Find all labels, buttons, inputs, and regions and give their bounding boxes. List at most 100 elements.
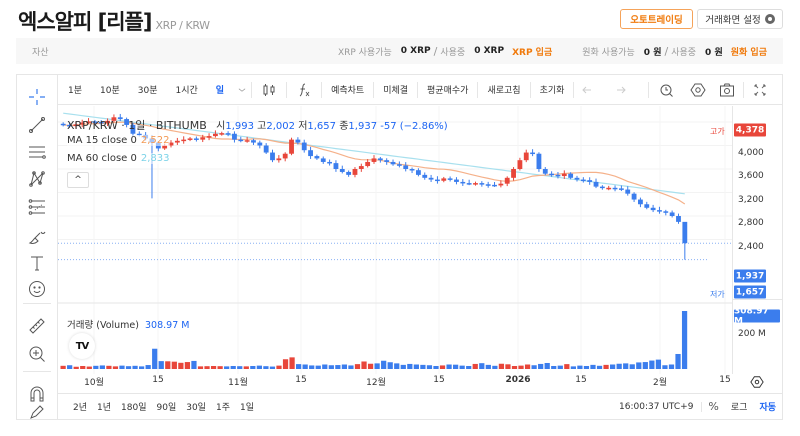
high-value: 2,002 xyxy=(266,121,295,132)
low-value: 1,657 xyxy=(307,121,337,132)
xrp-in-use-label: 사용중 xyxy=(440,47,466,58)
chart-toolbar: 1분 10분 30분 1시간 일 예측차트 미체결 평균매수가 새로고침 초기화 xyxy=(58,75,782,105)
camera-icon[interactable] xyxy=(711,75,743,105)
xrp-available-value: 0 XRP xyxy=(400,46,431,56)
time-axis[interactable]: 10월 15 11월 15 12월 15 2026 15 2월 15 xyxy=(58,371,732,391)
volume-value: 308.97 M xyxy=(145,320,190,331)
ma15-legend[interactable]: MA 15 close 0 2,522 xyxy=(67,135,170,146)
xrp-deposit-link[interactable]: XRP 입금 xyxy=(512,47,553,58)
range-90d[interactable]: 90일 xyxy=(156,403,177,413)
ma60-value: 2,833 xyxy=(140,153,170,164)
refresh-button[interactable]: 새로고침 xyxy=(487,86,521,96)
fib-icon[interactable] xyxy=(25,196,49,218)
parallel-lines-icon[interactable] xyxy=(25,141,49,163)
xrp-available-label: XRP 사용가능 xyxy=(337,47,392,58)
interval-dropdown-chevron-icon[interactable] xyxy=(233,75,251,105)
interval-10m[interactable]: 10분 xyxy=(100,86,120,96)
open-label: 시 xyxy=(216,121,226,132)
redo-icon[interactable] xyxy=(604,75,634,105)
open-orders-button[interactable]: 미체결 xyxy=(383,86,409,96)
interval-1d[interactable]: 일 xyxy=(215,86,225,96)
time-tick: 2월 xyxy=(652,378,668,388)
separator: / xyxy=(664,44,669,58)
legend-collapse-button[interactable]: ^ xyxy=(67,172,89,188)
price-tick: 2,400 xyxy=(738,242,764,252)
pencil-icon[interactable] xyxy=(25,405,49,419)
drawing-toolbar xyxy=(17,75,58,419)
undo-icon[interactable] xyxy=(574,75,604,105)
indicators-fx-icon[interactable] xyxy=(287,75,321,105)
gear-icon xyxy=(764,14,775,24)
chevron-up-icon: ^ xyxy=(74,175,82,185)
tradingview-logo[interactable]: TV xyxy=(69,333,95,359)
time-tick: 15 xyxy=(575,375,587,385)
log-toggle[interactable]: 로그 xyxy=(730,403,748,413)
auto-trading-button[interactable]: 오토트레이딩 xyxy=(620,9,693,29)
fullscreen-icon[interactable] xyxy=(744,75,776,105)
emoji-icon[interactable] xyxy=(25,278,49,300)
asset-bar: 자산 XRP 사용가능 0 XRP / 사용중 0 XRP XRP 입금 원화 … xyxy=(16,38,783,64)
interval-30m[interactable]: 30분 xyxy=(137,86,158,96)
ma15-label: MA 15 close 0 xyxy=(67,135,137,146)
zoom-in-icon[interactable] xyxy=(25,343,49,365)
clock[interactable]: 16:00:37 UTC+9 xyxy=(619,401,703,412)
interval-1h[interactable]: 1시간 xyxy=(175,86,198,96)
axis-settings-icon[interactable] xyxy=(750,374,764,388)
text-icon[interactable] xyxy=(25,252,49,274)
low-price-label: 저가 xyxy=(710,290,725,299)
reset-button[interactable]: 초기화 xyxy=(539,86,565,96)
price-tick: 4,000 xyxy=(738,148,764,158)
price-tick: 3,200 xyxy=(738,195,764,205)
candlestick-plot[interactable] xyxy=(58,99,732,374)
current-price-badge: 1,937 xyxy=(734,269,766,283)
interval-1m[interactable]: 1분 xyxy=(68,86,83,96)
range-180d[interactable]: 180일 xyxy=(121,403,147,413)
range-1d[interactable]: 1일 xyxy=(239,403,254,413)
time-tick: 12월 xyxy=(366,378,386,388)
low-label: 저 xyxy=(298,121,308,132)
pattern-icon[interactable] xyxy=(25,168,49,190)
settings-hex-icon[interactable] xyxy=(685,75,711,105)
price-tick: 2,800 xyxy=(738,218,764,228)
brush-icon[interactable] xyxy=(25,225,49,247)
alert-icon[interactable] xyxy=(649,75,685,105)
chart-legend: XRP/KRW · 1일 · BITHUMB 시1,993 고2,002 저1,… xyxy=(67,117,448,133)
range-1y[interactable]: 1년 xyxy=(97,403,112,413)
ohlc-values: 시1,993 고2,002 저1,657 종1,937 -57 (−2.86%) xyxy=(216,121,448,132)
chart-widget: 1분 10분 30분 1시간 일 예측차트 미체결 평균매수가 새로고침 초기화 xyxy=(16,74,783,420)
screen-settings-label: 거래화면 설정 xyxy=(705,15,761,26)
forecast-chart-button[interactable]: 예측차트 xyxy=(331,86,365,96)
bottom-bar: 2년 1년 180일 90일 30일 1주 1일 16:00:37 UTC+9 … xyxy=(58,393,782,419)
ruler-icon[interactable] xyxy=(25,315,49,337)
close-value: 1,937 xyxy=(348,121,378,132)
volume-legend: 거래량 (Volume) 308.97 M xyxy=(67,317,189,331)
krw-available-value: 0 원 xyxy=(643,47,662,58)
crosshair-icon[interactable] xyxy=(25,86,49,108)
time-tick: 11월 xyxy=(228,378,248,388)
ma60-legend[interactable]: MA 60 close 0 2,833 xyxy=(67,153,170,164)
range-1w[interactable]: 1주 xyxy=(215,403,230,413)
price-axis[interactable]: 4,378 4,000 3,600 3,200 2,800 2,400 1,93… xyxy=(732,106,782,374)
time-tick: 15 xyxy=(152,375,164,385)
price-chart[interactable] xyxy=(58,99,732,374)
krw-deposit-link[interactable]: 원화 입금 xyxy=(730,47,767,58)
symbol-label: XRP/KRW · 1일 · BITHUMB xyxy=(67,119,207,132)
screen-settings-button[interactable]: 거래화면 설정 xyxy=(697,9,783,29)
ma60-label: MA 60 close 0 xyxy=(67,153,137,164)
krw-in-use-value: 0 원 xyxy=(705,47,723,58)
candle-type-icon[interactable] xyxy=(252,75,286,105)
pair-label: XRP / KRW xyxy=(155,19,210,32)
magnet-icon[interactable] xyxy=(25,383,49,405)
time-tick: 2026 xyxy=(505,375,531,385)
krw-available-label: 원화 사용가능 xyxy=(582,47,635,58)
avg-buy-price-button[interactable]: 평균매수가 xyxy=(427,86,469,96)
high-price-badge: 4,378 xyxy=(734,123,766,137)
trend-line-icon[interactable] xyxy=(25,114,49,136)
time-tick: 15 xyxy=(433,375,445,385)
percent-toggle[interactable]: % xyxy=(708,400,719,413)
range-30d[interactable]: 30일 xyxy=(186,403,206,413)
page-header: 엑스알피 [리플] XRP / KRW xyxy=(18,6,210,36)
auto-toggle[interactable]: 자동 xyxy=(759,403,776,413)
volume-badge: 308.97 M xyxy=(734,306,780,326)
range-2y[interactable]: 2년 xyxy=(73,403,88,413)
